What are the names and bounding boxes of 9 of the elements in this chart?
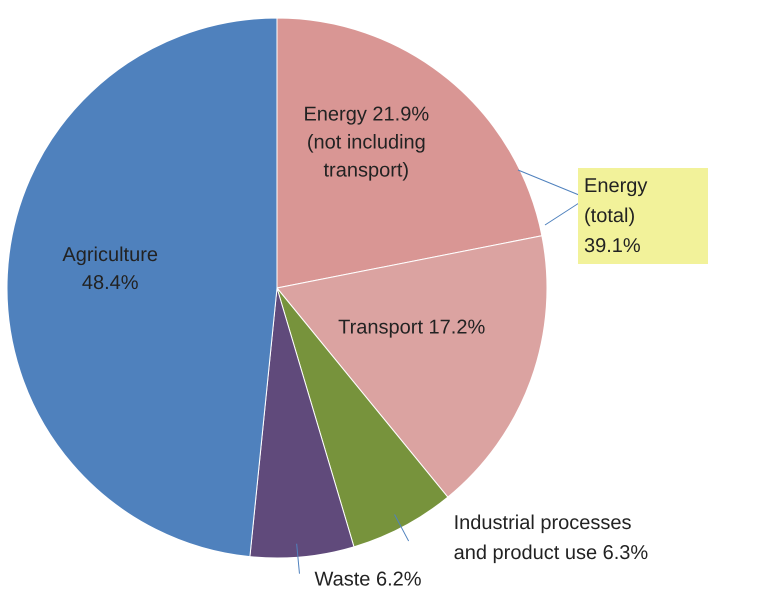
slice-label: Energy (584, 175, 648, 197)
slice-label: Industrial processes and product use 6.3% (454, 512, 648, 564)
slice-label: Waste 6.2% (314, 568, 422, 591)
data-label: 48.4% (82, 272, 139, 294)
slice-label: Transport 17.2% (338, 316, 486, 338)
text: (total) 39.1% (584, 205, 641, 257)
slice-label: Agriculture (62, 244, 158, 266)
text: (not including transport) (306, 131, 426, 182)
category-label: Energy 21.9% (303, 103, 430, 126)
